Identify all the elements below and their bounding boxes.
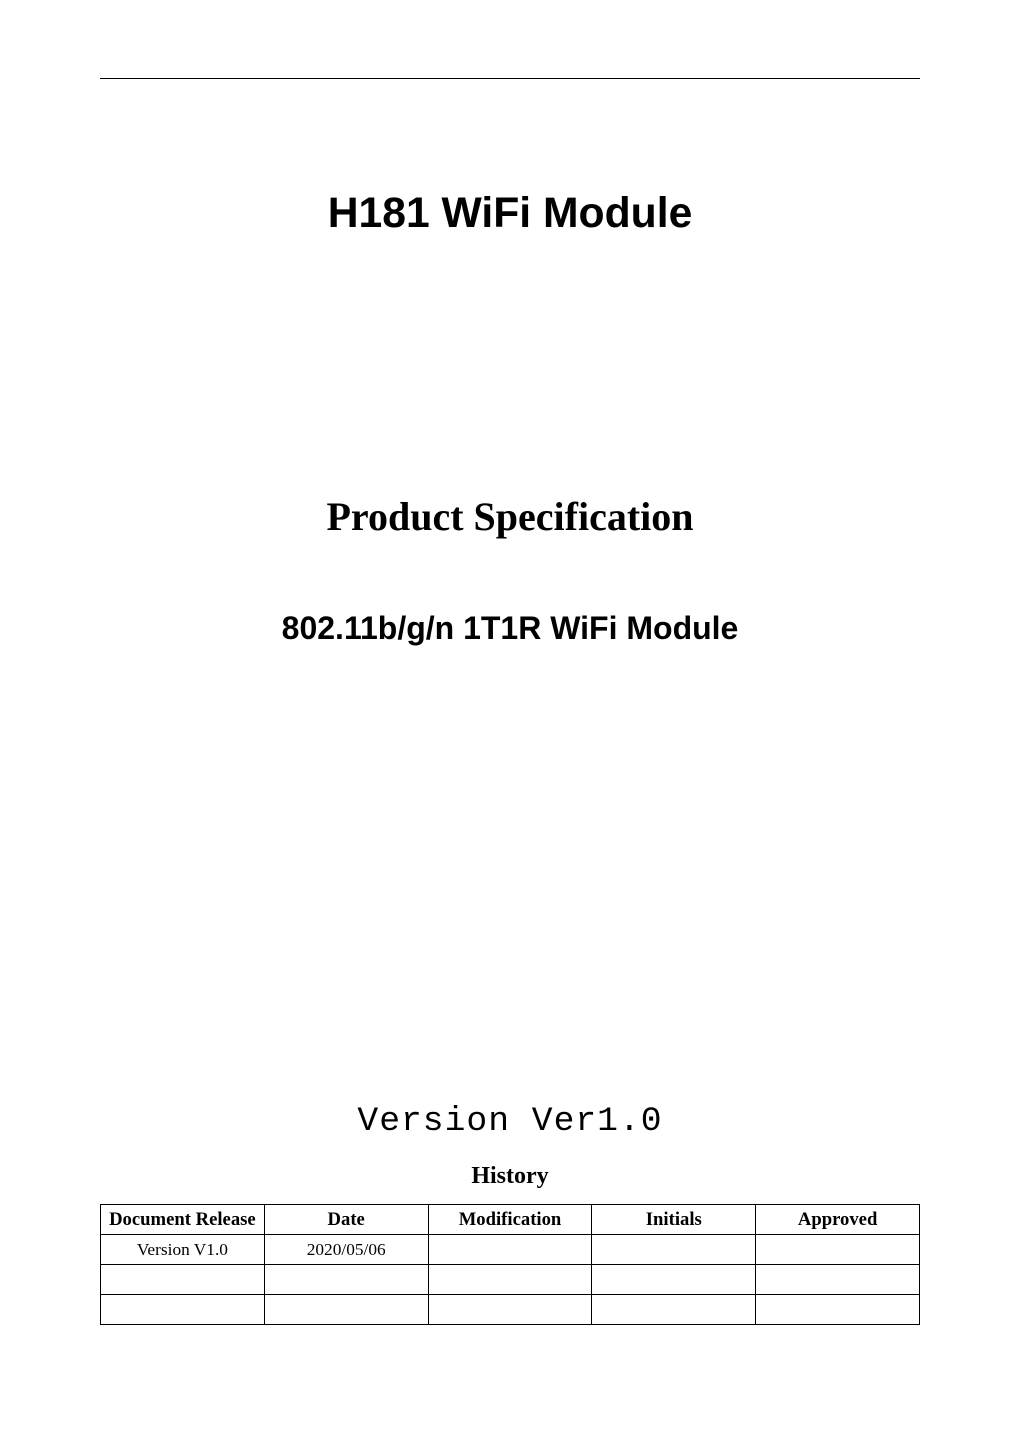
table-row: Version V1.02020/05/06 bbox=[101, 1235, 920, 1265]
history-cell-initials bbox=[592, 1295, 756, 1325]
history-table-header-row: Document ReleaseDateModificationInitials… bbox=[101, 1205, 920, 1235]
history-cell-initials bbox=[592, 1235, 756, 1265]
main-title: H181 WiFi Module bbox=[100, 189, 920, 238]
table-row bbox=[101, 1295, 920, 1325]
history-cell-date bbox=[264, 1265, 428, 1295]
history-cell-date bbox=[264, 1295, 428, 1325]
history-cell-document_release bbox=[101, 1295, 265, 1325]
page: H181 WiFi Module Product Specification 8… bbox=[0, 0, 1020, 1442]
header-rule bbox=[100, 78, 920, 79]
subtitle: 802.11b/g/n 1T1R WiFi Module bbox=[100, 610, 920, 647]
history-cell-modification bbox=[428, 1295, 592, 1325]
history-table: Document ReleaseDateModificationInitials… bbox=[100, 1204, 920, 1325]
history-cell-date: 2020/05/06 bbox=[264, 1235, 428, 1265]
history-table-head: Document ReleaseDateModificationInitials… bbox=[101, 1205, 920, 1235]
table-row bbox=[101, 1265, 920, 1295]
history-cell-document_release bbox=[101, 1265, 265, 1295]
history-cell-approved bbox=[756, 1295, 920, 1325]
version-label: Version Ver1.0 bbox=[100, 1102, 920, 1141]
history-cell-initials bbox=[592, 1265, 756, 1295]
history-col-approved: Approved bbox=[756, 1205, 920, 1235]
history-col-initials: Initials bbox=[592, 1205, 756, 1235]
history-cell-approved bbox=[756, 1265, 920, 1295]
history-cell-document_release: Version V1.0 bbox=[101, 1235, 265, 1265]
history-col-modification: Modification bbox=[428, 1205, 592, 1235]
history-col-date: Date bbox=[264, 1205, 428, 1235]
history-cell-approved bbox=[756, 1235, 920, 1265]
history-col-document_release: Document Release bbox=[101, 1205, 265, 1235]
spec-title: Product Specification bbox=[100, 493, 920, 540]
history-cell-modification bbox=[428, 1265, 592, 1295]
history-table-body: Version V1.02020/05/06 bbox=[101, 1235, 920, 1325]
history-heading: History bbox=[100, 1163, 920, 1190]
history-cell-modification bbox=[428, 1235, 592, 1265]
